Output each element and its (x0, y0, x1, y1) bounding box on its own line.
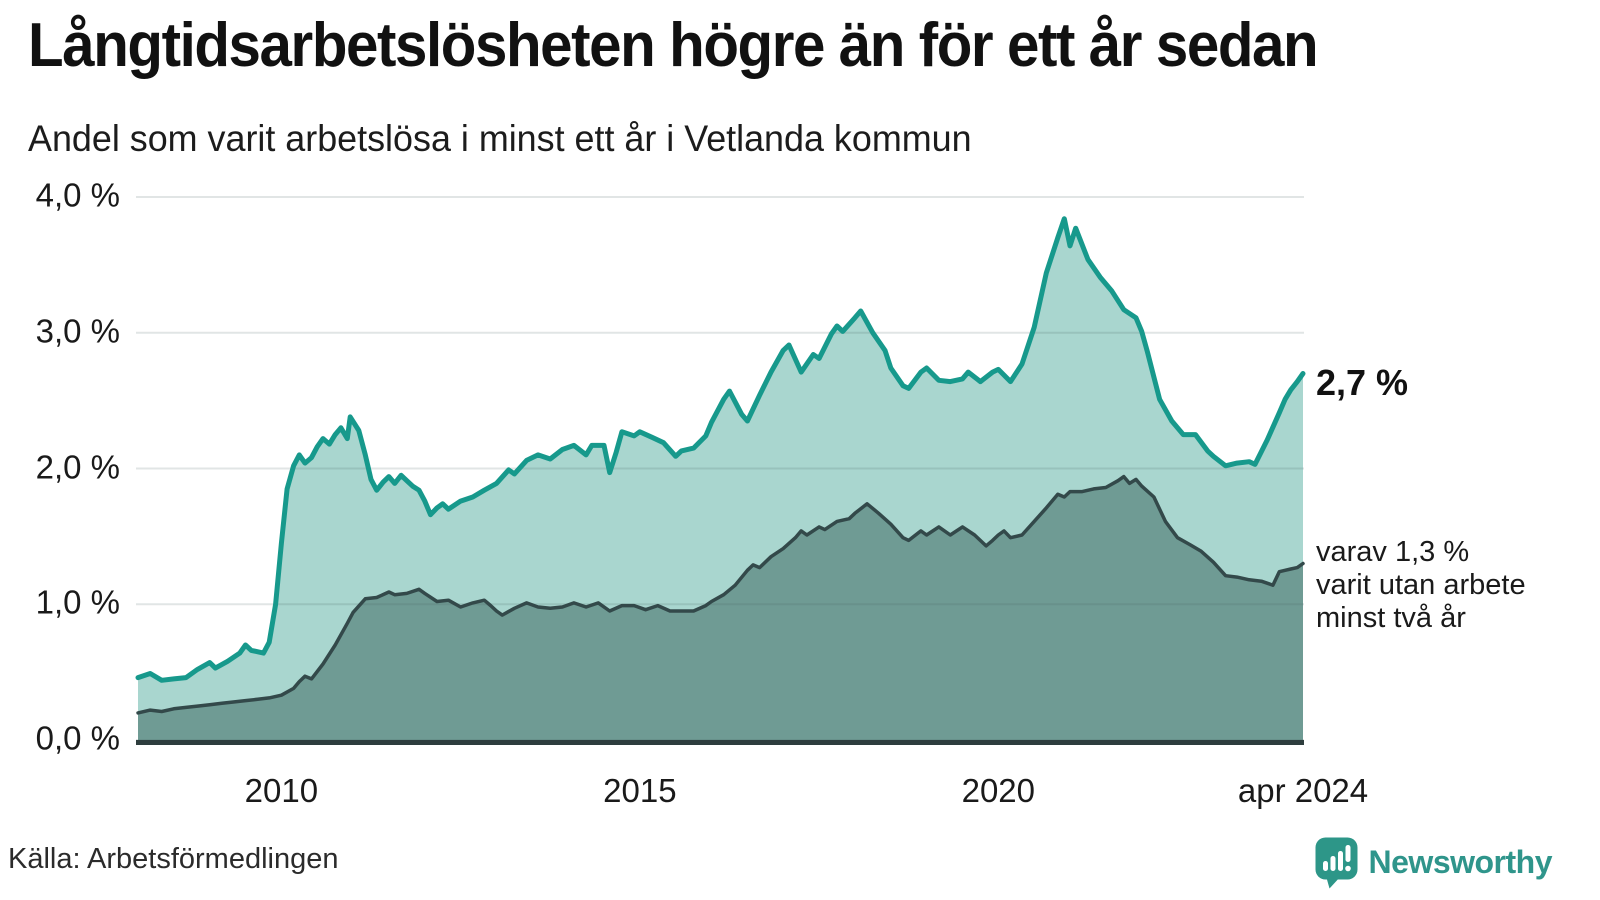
x-tick-label-2020: 2020 (961, 772, 1036, 809)
brand-logo: Newsworthy (1314, 836, 1553, 889)
brand-name: Newsworthy (1368, 844, 1553, 880)
y-tick-label-2: 2,0 % (35, 447, 120, 485)
x-tick-label-2010: 2010 (244, 772, 319, 809)
annotation-line-3: minst två år (1316, 602, 1466, 634)
series-area-secondary (138, 476, 1303, 742)
page-title: Långtidsarbetslösheten högre än för ett … (28, 11, 1319, 80)
source-credit: Källa: Arbetsförmedlingen (8, 843, 339, 875)
newsworthy-logo-icon (1314, 836, 1359, 889)
series-line-secondary (136, 474, 1305, 715)
series-line-total (135, 216, 1306, 683)
y-tick-label-0: 0,0 % (35, 719, 120, 757)
y-tick-label-4: 4,0 % (35, 176, 120, 214)
annotation-line-1: varav 1,3 % (1316, 536, 1470, 568)
y-tick-label-1: 1,0 % (35, 583, 120, 621)
annotation-line-2: varit utan arbete (1316, 569, 1526, 601)
x-tick-label-apr-2024: apr 2024 (1237, 772, 1369, 809)
y-tick-label-3: 3,0 % (35, 312, 120, 350)
chart-subtitle: Andel som varit arbetslösa i minst ett å… (28, 118, 972, 159)
x-tick-label-2015: 2015 (603, 772, 677, 809)
end-value-label-secondary: varav 1,3 % varit utan arbete minst två … (1316, 536, 1526, 635)
end-value-label-total: 2,7 % (1316, 362, 1409, 403)
